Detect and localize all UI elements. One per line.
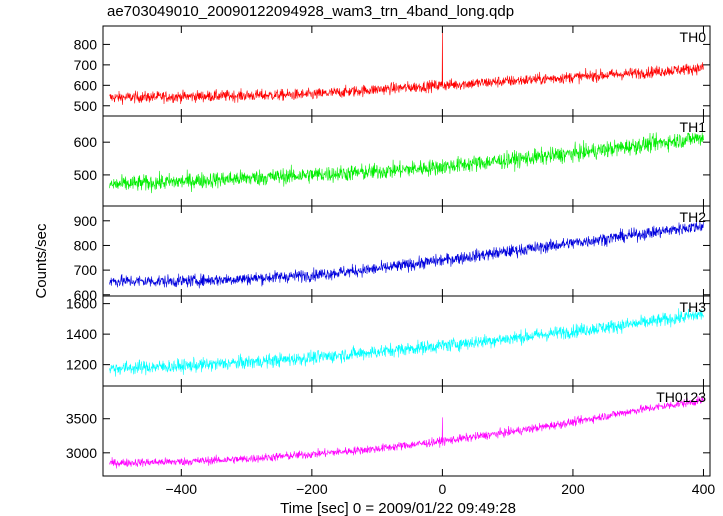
y-tick-label: 500: [74, 98, 98, 114]
panel-label-th0: TH0: [680, 29, 707, 45]
panel-th0123: 3000 3500 TH0123: [66, 385, 711, 477]
y-tick-label: 700: [74, 57, 98, 73]
y-tick-label: 1200: [66, 357, 97, 373]
y-tick-label: 800: [74, 237, 98, 253]
x-tick-label: −400: [166, 481, 198, 497]
x-axis: −400 −200 0 200 400: [166, 481, 716, 497]
series-th0123: [109, 395, 704, 469]
panel-label-th1: TH1: [680, 119, 707, 135]
y-tick-label: 1600: [66, 296, 97, 312]
panel-label-th3: TH3: [680, 299, 707, 315]
y-axis-label: Counts/sec: [33, 223, 50, 299]
y-tick-label: 900: [74, 213, 98, 229]
y-tick-label: 3000: [66, 445, 97, 461]
x-tick-label: −200: [296, 481, 328, 497]
x-tick-label: 400: [692, 481, 716, 497]
y-tick-label: 800: [74, 36, 98, 52]
series-th3: [109, 308, 704, 377]
panel-th3: 1200 1400 1600 TH3: [66, 295, 711, 387]
y-tick-label: 1400: [66, 326, 97, 342]
y-tick-label: 500: [74, 167, 98, 183]
panel-frame: [102, 295, 711, 387]
x-axis-label: Time [sec] 0 = 2009/01/22 09:49:28: [280, 500, 516, 516]
y-tick-label: 600: [74, 287, 98, 303]
series-th2: [109, 220, 704, 289]
panel-frame: [102, 205, 711, 297]
series-th1: [109, 132, 704, 194]
chart-title: ae703049010_20090122094928_wam3_trn_4ban…: [107, 3, 515, 20]
panel-label-th0123: TH0123: [656, 389, 706, 405]
panel-th0: 500 600 700 800 TH0: [74, 25, 711, 117]
x-tick-label: 0: [438, 481, 446, 497]
panel-frame: [102, 25, 711, 117]
panel-label-th2: TH2: [680, 209, 707, 225]
panel-frame: [102, 115, 711, 207]
panels-group: 500 600 700 800 TH0 500 600 TH1 600 700 800 900 TH2 1…: [66, 25, 711, 477]
x-tick-label: 200: [561, 481, 585, 497]
panel-th1: 500 600 TH1: [74, 115, 711, 207]
series-th0: [109, 27, 704, 105]
y-tick-label: 600: [74, 134, 98, 150]
panel-th2: 600 700 800 900 TH2: [74, 205, 711, 303]
y-tick-label: 3500: [66, 411, 97, 427]
panel-frame: [102, 385, 711, 477]
y-tick-label: 600: [74, 77, 98, 93]
y-tick-label: 700: [74, 262, 98, 278]
